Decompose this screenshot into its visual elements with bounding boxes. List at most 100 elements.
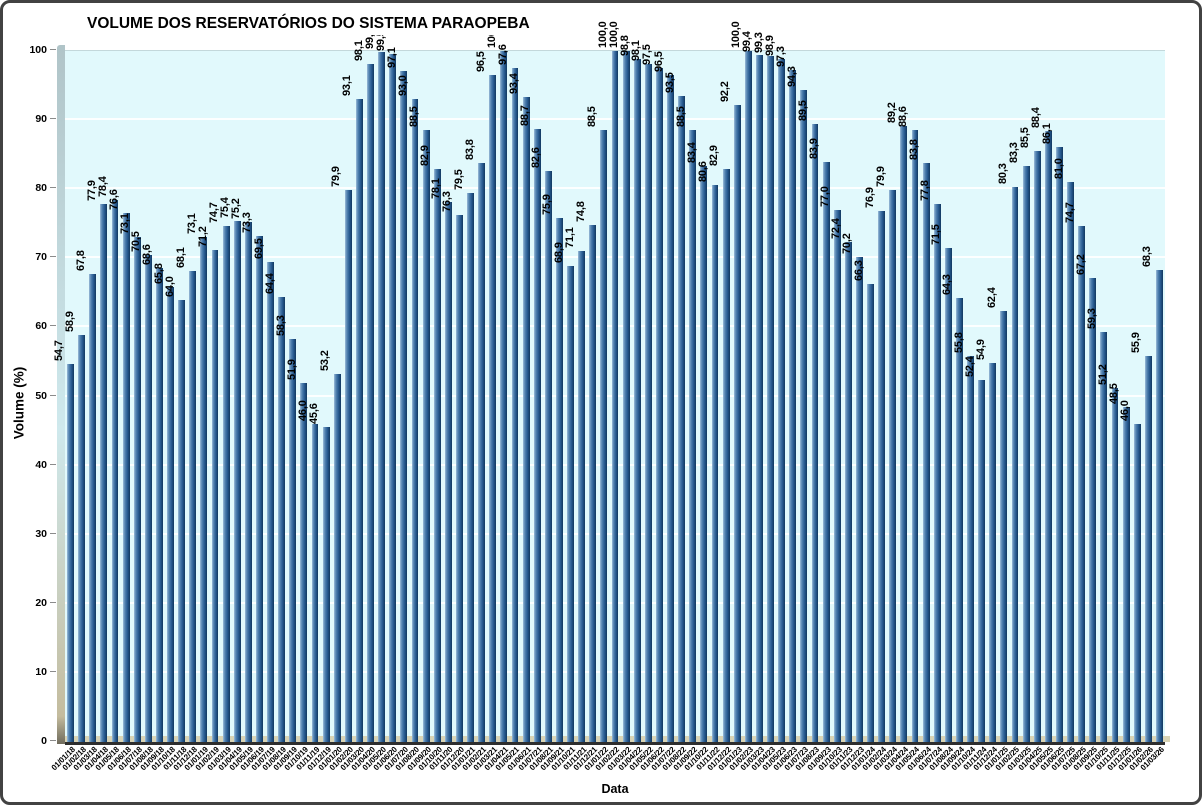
bar	[400, 71, 408, 742]
value-label: 77,0	[819, 186, 832, 207]
bar	[833, 209, 841, 742]
bar	[533, 129, 541, 742]
ytick-mark	[50, 256, 56, 258]
bar	[1133, 424, 1141, 742]
ytick-label: 20	[35, 596, 47, 609]
bar	[744, 51, 752, 742]
plot-3d-wall	[57, 45, 65, 744]
value-label: 55,8	[952, 332, 965, 354]
bar	[778, 58, 786, 742]
value-label: 88,5	[585, 106, 598, 128]
bar	[122, 212, 130, 742]
bar	[211, 250, 219, 742]
value-label: 82,9	[708, 145, 721, 167]
value-label: 68,6	[141, 244, 154, 265]
value-label: 62,4	[985, 287, 998, 308]
value-label: 93,0	[397, 75, 409, 97]
ytick-label: 80	[35, 182, 47, 195]
bar	[944, 247, 952, 742]
bar	[1100, 332, 1108, 742]
value-label: 89,5	[797, 99, 809, 121]
value-label: 68,9	[552, 242, 565, 263]
bar	[556, 217, 563, 742]
bar	[289, 339, 297, 742]
ytick-label: 100	[29, 44, 47, 56]
value-label: 97,3	[774, 46, 787, 67]
ytick-mark	[50, 187, 56, 189]
bar	[667, 75, 674, 742]
ytick-label: 60	[35, 320, 47, 333]
ytick-mark	[50, 49, 56, 50]
value-label: 58,9	[63, 311, 76, 333]
ytick-label: 50	[35, 389, 47, 402]
bar	[1111, 388, 1119, 742]
bar	[867, 283, 874, 742]
bar	[244, 222, 252, 742]
bar	[378, 52, 386, 742]
value-label: 98,1	[352, 40, 365, 62]
bar	[367, 64, 374, 742]
ytick-mark	[50, 394, 56, 396]
value-label: 52,4	[963, 356, 976, 377]
bar	[811, 123, 819, 742]
bar	[100, 203, 108, 742]
bar	[922, 162, 930, 742]
value-label: 66,3	[852, 260, 865, 281]
ytick-mark	[50, 601, 56, 603]
ytick-mark	[50, 463, 56, 465]
value-label: 82,6	[530, 147, 543, 169]
value-label: 97,6	[497, 43, 509, 65]
bar	[478, 162, 486, 742]
ytick-mark	[50, 325, 56, 327]
value-label: 93,4	[508, 73, 521, 94]
bar	[689, 130, 697, 742]
bar	[489, 75, 497, 742]
value-label: 64,0	[163, 276, 176, 297]
bar	[1078, 225, 1086, 742]
value-label: 71,2	[197, 226, 209, 248]
value-label: 54,7	[52, 340, 65, 362]
bar	[78, 335, 86, 742]
bar	[389, 54, 397, 742]
plot-area: 54,7 58,9 67,8 77,9 78,4 76,6 73,1 70,5 68,6 65,8…	[53, 21, 1170, 745]
value-label: 76,3	[441, 191, 454, 212]
value-label: 79,9	[330, 166, 343, 187]
value-label: 58,3	[274, 315, 287, 337]
bar	[544, 171, 552, 742]
bar	[278, 297, 286, 742]
bar	[567, 265, 574, 742]
value-label: 98,9	[763, 35, 776, 56]
value-label: 83,8	[908, 139, 921, 160]
bar	[1033, 151, 1041, 742]
bar	[89, 273, 97, 742]
bar	[700, 165, 708, 742]
bar	[433, 169, 441, 742]
bar	[1056, 147, 1063, 742]
bar	[356, 98, 363, 742]
bar	[200, 236, 208, 742]
bar	[233, 221, 241, 742]
value-label: 74,7	[1063, 202, 1076, 223]
value-label: 83,4	[685, 142, 698, 163]
value-label: 86,1	[1041, 123, 1054, 145]
bar	[156, 267, 163, 742]
value-label: 54,9	[974, 339, 987, 360]
bar	[722, 169, 730, 742]
bar	[344, 189, 352, 742]
ytick-label: 0	[41, 735, 47, 747]
bar	[678, 95, 686, 742]
bar	[589, 225, 597, 742]
bar	[444, 202, 452, 742]
bar	[878, 210, 886, 742]
bar	[111, 200, 119, 742]
bar	[767, 55, 774, 742]
value-label: 81,0	[1052, 158, 1065, 180]
bar	[989, 362, 997, 742]
ytick-mark	[50, 740, 56, 741]
bar	[578, 250, 586, 742]
bar	[1089, 277, 1097, 742]
value-label: 68,3	[1141, 246, 1154, 268]
value-label: 73,3	[241, 211, 254, 233]
bar	[644, 64, 652, 742]
bar	[1022, 166, 1030, 742]
